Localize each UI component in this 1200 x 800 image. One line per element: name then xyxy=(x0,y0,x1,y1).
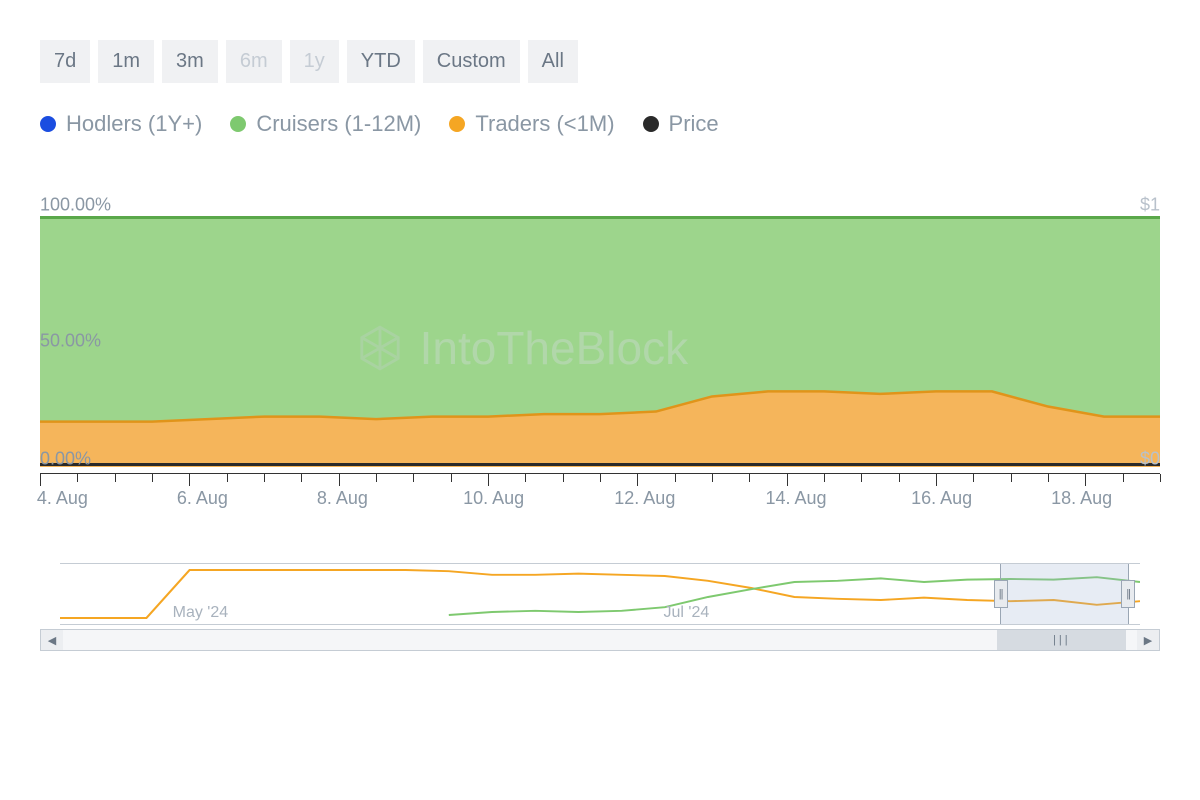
area-chart-svg xyxy=(40,215,1160,467)
legend-item[interactable]: Traders (<1M) xyxy=(449,111,614,137)
y-axis-left-label: 50.00% xyxy=(40,331,101,352)
navigator-chart[interactable]: ||||May '24Jul '24 xyxy=(60,563,1140,625)
navigator-handle-right[interactable]: || xyxy=(1121,580,1135,608)
y-axis-left-label: 100.00% xyxy=(40,195,111,216)
x-axis-label: 18. Aug xyxy=(1051,488,1112,509)
x-axis-label: 12. Aug xyxy=(614,488,675,509)
scroll-left-button[interactable]: ◀ xyxy=(41,630,63,650)
navigator-handle-left[interactable]: || xyxy=(994,580,1008,608)
navigator-x-label: May '24 xyxy=(173,604,229,622)
x-axis: 4. Aug 6. Aug 8. Aug 10. Aug 12. Aug 14. Aug 1… xyxy=(40,473,1160,513)
time-range-custom[interactable]: Custom xyxy=(423,40,520,83)
legend-item[interactable]: Price xyxy=(643,111,719,137)
scroll-thumb[interactable]: ||| xyxy=(997,630,1126,650)
time-range-ytd[interactable]: YTD xyxy=(347,40,415,83)
x-axis-label: 16. Aug xyxy=(911,488,972,509)
x-axis-label: 6. Aug xyxy=(177,488,228,509)
scroll-track[interactable]: ||| xyxy=(63,630,1137,650)
y-axis-left-label: 0.00% xyxy=(40,449,91,470)
legend-label: Price xyxy=(669,111,719,137)
time-range-1m[interactable]: 1m xyxy=(98,40,154,83)
x-axis-label: 8. Aug xyxy=(317,488,368,509)
navigator-scrollbar: ◀ ||| ▶ xyxy=(40,629,1160,651)
x-axis-label: 14. Aug xyxy=(765,488,826,509)
navigator-x-label: Jul '24 xyxy=(664,604,710,622)
legend-dot xyxy=(449,116,465,132)
legend-dot xyxy=(643,116,659,132)
chart-navigator: ||||May '24Jul '24 ◀ ||| ▶ xyxy=(40,563,1160,653)
time-range-6m[interactable]: 6m xyxy=(226,40,282,83)
x-axis-label: 10. Aug xyxy=(463,488,524,509)
y-axis-right-label: $1 xyxy=(1140,195,1160,216)
navigator-window[interactable]: |||| xyxy=(1000,564,1130,624)
chart-legend: Hodlers (1Y+) Cruisers (1-12M) Traders (<1… xyxy=(40,111,1160,137)
legend-label: Traders (<1M) xyxy=(475,111,614,137)
x-axis-label: 4. Aug xyxy=(37,488,88,509)
main-chart: IntoTheBlock 0.00%50.00%100.00%$0$1 4. A… xyxy=(40,197,1160,513)
time-range-7d[interactable]: 7d xyxy=(40,40,90,83)
legend-label: Hodlers (1Y+) xyxy=(66,111,202,137)
legend-item[interactable]: Cruisers (1-12M) xyxy=(230,111,421,137)
legend-item[interactable]: Hodlers (1Y+) xyxy=(40,111,202,137)
time-range-selector: 7d1m3m6m1yYTDCustomAll xyxy=(40,40,1160,83)
time-range-3m[interactable]: 3m xyxy=(162,40,218,83)
y-axis-right-label: $0 xyxy=(1140,449,1160,470)
scroll-right-button[interactable]: ▶ xyxy=(1137,630,1159,650)
time-range-1y[interactable]: 1y xyxy=(290,40,339,83)
time-range-all[interactable]: All xyxy=(528,40,578,83)
legend-dot xyxy=(40,116,56,132)
legend-label: Cruisers (1-12M) xyxy=(256,111,421,137)
legend-dot xyxy=(230,116,246,132)
